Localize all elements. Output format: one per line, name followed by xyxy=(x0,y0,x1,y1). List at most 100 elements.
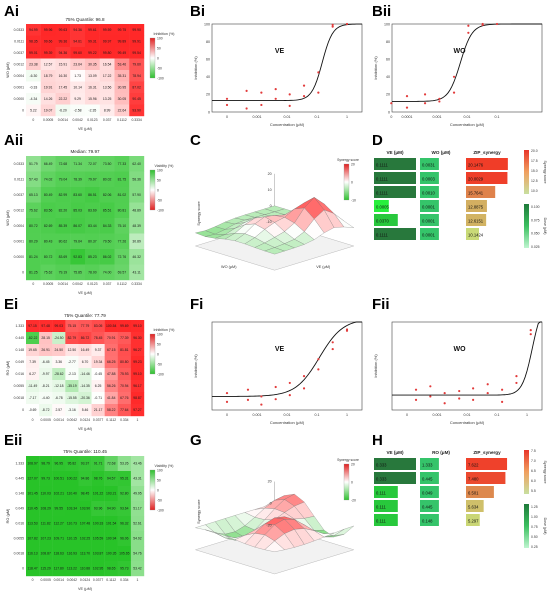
heatmap-cell xyxy=(99,81,115,94)
heatmap-cell-value: 51.79 xyxy=(29,162,38,166)
heatmap-cell xyxy=(52,471,66,487)
heatmap-cell-value: 80.72 xyxy=(29,224,38,228)
z-tick-label: 20 xyxy=(268,480,272,484)
data-point xyxy=(438,97,441,100)
heatmap-cell-value: 80.43 xyxy=(44,239,53,243)
panel-label-aii: Aii xyxy=(4,132,24,149)
heatmap-cell xyxy=(117,320,132,333)
heatmap-cell xyxy=(99,264,115,281)
heatmap-cell-value: 99.91 xyxy=(132,39,141,43)
x-tick-label: 1 xyxy=(136,418,138,422)
data-point xyxy=(274,398,277,401)
heatmap-cell xyxy=(104,356,118,369)
heatmap-cell xyxy=(52,404,66,417)
x-tick-label: 0 xyxy=(32,418,34,422)
heatmap-cell xyxy=(39,380,53,393)
heatmap-cell xyxy=(129,233,145,250)
heatmap-cell xyxy=(55,104,71,117)
heatmap-cell-value: 108.29 xyxy=(40,507,50,511)
heatmap-cell xyxy=(52,392,66,405)
fit-curve xyxy=(392,23,542,102)
heatmap-cell xyxy=(39,546,53,562)
y-tick-label: 0.0004 xyxy=(14,224,24,228)
heatmap-cell xyxy=(26,24,41,36)
x-tick-label: 1 xyxy=(346,413,348,417)
heatmap-cell xyxy=(70,249,86,265)
y-tick-label: 0.016 xyxy=(16,372,25,376)
fit-curve xyxy=(212,23,363,102)
heatmap-cell xyxy=(65,320,79,333)
table-cell-partner: 0.445 xyxy=(422,504,433,509)
heatmap-cell-value: 91.71 xyxy=(94,462,103,466)
y-tick-label: 100 xyxy=(384,22,390,26)
heatmap-cell xyxy=(40,47,56,59)
dose-bar xyxy=(420,214,439,226)
x-tick-label: 0.01 xyxy=(464,413,471,417)
heatmap-cell-value: 13.09 xyxy=(88,74,97,78)
heatmap-cell xyxy=(91,471,105,487)
heatmap-cell xyxy=(55,81,71,94)
heatmap-cell xyxy=(70,24,86,36)
heatmap-cell-value: 98.35 xyxy=(29,39,38,43)
table-header: VE (μM) xyxy=(386,150,404,155)
heatmap-cell-value: 101.22 xyxy=(93,492,103,496)
heatmap-cell xyxy=(40,249,56,265)
heatmap-cell-value: 79.19 xyxy=(59,270,68,274)
heatmap-cell xyxy=(26,171,41,188)
heatmap-cell xyxy=(114,93,130,105)
heatmap-cell-value: 85.51 xyxy=(103,208,112,212)
heatmap-cell-value: 110.45 xyxy=(27,507,37,511)
colorbar-tick: 20 xyxy=(351,162,355,166)
panel-label-fii: Fii xyxy=(372,296,390,313)
heatmap-cell-value: 97.15 xyxy=(28,324,37,328)
panel-label-eii: Eii xyxy=(4,432,23,449)
heatmap-cell xyxy=(70,81,86,94)
data-point xyxy=(331,341,334,344)
heatmap-cell-value: 82.69 xyxy=(44,224,53,228)
colorbar xyxy=(149,333,156,375)
heatmap-cell-value: 113.53 xyxy=(27,522,37,526)
heatmap-cell-value: 99.55 xyxy=(55,507,64,511)
series-label: WO xyxy=(453,346,466,353)
x-tick-label: 0.01 xyxy=(464,115,471,119)
heatmap-cell-value: 1.73 xyxy=(74,74,81,78)
data-point xyxy=(423,93,427,96)
colorbar-tick: 0.50 xyxy=(531,535,538,539)
heatmap-cell xyxy=(129,81,145,94)
colorbar-label: Inhibition (%) xyxy=(154,328,175,332)
heatmap-cell-value: 81.24 xyxy=(29,255,38,259)
heatmap-cell-value: 75.15 xyxy=(68,324,77,328)
colorbar-tick: 17.5 xyxy=(531,159,538,163)
table-cell-zip: 7.622 xyxy=(468,462,479,467)
heatmap-cell-value: 99.36 xyxy=(59,39,68,43)
data-point xyxy=(260,395,263,398)
heatmap-cell xyxy=(39,392,53,405)
x-tick-label: 0.0005 xyxy=(43,118,53,122)
x-tick-label: 0.0124 xyxy=(80,418,90,422)
colorbar-tick: -100 xyxy=(157,372,164,376)
heatmap-cell-value: -0.45 xyxy=(94,372,102,376)
data-point xyxy=(260,91,263,94)
heatmap-cell xyxy=(55,70,71,82)
dose-bar xyxy=(420,514,439,526)
heatmap-cell xyxy=(26,35,41,48)
heatmap-cell xyxy=(91,332,105,345)
heatmap-cell-value: 43.46 xyxy=(133,462,142,466)
heatmap-cell-value: 110.73 xyxy=(67,522,77,526)
y-tick-label: 0.0001 xyxy=(14,239,24,243)
x-tick-label: 0.0042 xyxy=(72,118,82,122)
synergy-bar xyxy=(466,158,508,170)
heatmap-cell-value: 69.57 xyxy=(118,270,127,274)
synergy-bar xyxy=(466,486,494,498)
data-point xyxy=(467,24,470,27)
heatmap-cell xyxy=(40,233,56,250)
heatmap-cell-value: 48.89 xyxy=(132,208,141,212)
heatmap-cell-value: 111.82 xyxy=(41,522,51,526)
colorbar-tick: 0 xyxy=(157,488,159,492)
y-tick-label: 0.0037 xyxy=(14,51,24,55)
dose-colorbar xyxy=(524,504,529,548)
heatmap-cell-value: 113.22 xyxy=(67,567,77,571)
heatmap-cell xyxy=(78,516,92,532)
heatmap-cell-value: 83.05 xyxy=(94,324,103,328)
y-tick-label: 0 xyxy=(22,270,24,274)
